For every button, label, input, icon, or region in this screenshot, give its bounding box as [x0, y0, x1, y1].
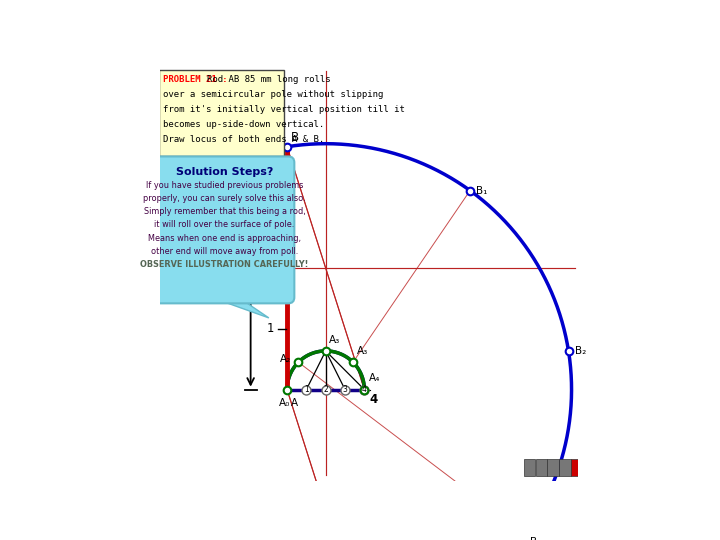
Text: A₄: A₄	[369, 374, 380, 383]
FancyBboxPatch shape	[159, 70, 284, 156]
Polygon shape	[211, 298, 269, 318]
Text: B₂: B₂	[575, 346, 586, 356]
Text: Rod AB 85 mm long rolls: Rod AB 85 mm long rolls	[207, 75, 330, 84]
Text: A₀: A₀	[279, 398, 290, 408]
Text: A: A	[292, 398, 298, 408]
FancyBboxPatch shape	[523, 460, 535, 476]
Text: properly, you can surely solve this also.: properly, you can surely solve this also…	[143, 194, 306, 204]
Text: from it's initially vertical position till it: from it's initially vertical position ti…	[163, 105, 405, 114]
FancyBboxPatch shape	[559, 460, 570, 476]
Text: A₃: A₃	[329, 335, 341, 345]
Text: 1: 1	[266, 322, 274, 335]
Text: over a semicircular pole without slipping: over a semicircular pole without slippin…	[163, 90, 383, 99]
Text: 2: 2	[266, 262, 274, 275]
Text: 4: 4	[266, 140, 274, 153]
Text: Simply remember that this being a rod,: Simply remember that this being a rod,	[143, 207, 305, 217]
Text: B: B	[291, 131, 299, 144]
Text: A₂: A₂	[280, 354, 291, 363]
Text: Draw locus of both ends A & B.: Draw locus of both ends A & B.	[163, 134, 324, 144]
Text: Means when one end is approaching,: Means when one end is approaching,	[148, 233, 301, 242]
Text: PROBLEM 21 :: PROBLEM 21 :	[163, 75, 233, 84]
Text: A₃: A₃	[357, 346, 369, 356]
Text: 4: 4	[370, 393, 378, 406]
Text: it will roll over the surface of pole.: it will roll over the surface of pole.	[154, 220, 294, 230]
Text: 3: 3	[343, 385, 348, 394]
Text: 1: 1	[304, 385, 309, 394]
Text: πD: πD	[218, 260, 242, 276]
Text: Solution Steps?: Solution Steps?	[176, 167, 273, 177]
Text: other end will move away from poll.: other end will move away from poll.	[151, 247, 298, 255]
Text: OBSERVE ILLUSTRATION CAREFULLY!: OBSERVE ILLUSTRATION CAREFULLY!	[140, 260, 309, 268]
FancyBboxPatch shape	[547, 460, 559, 476]
Text: 2: 2	[323, 385, 328, 394]
Text: B₁: B₁	[475, 186, 487, 195]
FancyBboxPatch shape	[571, 460, 582, 476]
Text: 3: 3	[266, 201, 274, 214]
FancyBboxPatch shape	[155, 157, 294, 303]
Text: B₃: B₃	[530, 537, 541, 540]
Text: becomes up-side-down vertical.: becomes up-side-down vertical.	[163, 120, 324, 129]
Text: 4: 4	[362, 385, 366, 394]
FancyBboxPatch shape	[536, 460, 547, 476]
Text: If you have studied previous problems: If you have studied previous problems	[146, 181, 303, 190]
